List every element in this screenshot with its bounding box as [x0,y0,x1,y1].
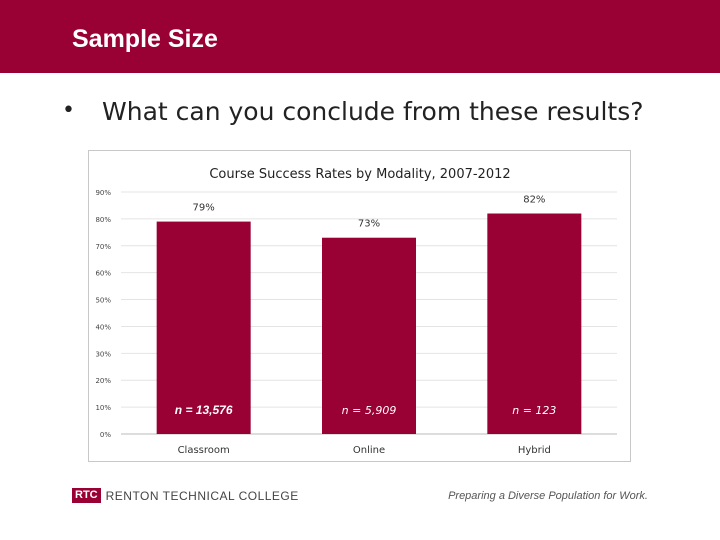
rtc-logo-badge: RTC [72,488,101,503]
question-text: What can you conclude from these results… [102,97,644,126]
footer-tagline: Preparing a Diverse Population for Work. [448,490,648,502]
y-tick-label: 0% [100,431,111,439]
sample-size-label: n = 123 [512,404,556,417]
data-label: 82% [523,195,545,206]
y-tick-label: 10% [95,404,111,412]
y-tick-label: 20% [95,377,111,385]
bar-hybrid [487,213,582,434]
footer-logo: RTC RENTON TECHNICAL COLLEGE [72,488,299,503]
header-bar [0,0,720,73]
y-tick-label: 30% [95,350,111,358]
bar-classroom [156,221,251,434]
x-tick-label: Online [353,445,385,456]
x-tick-label: Hybrid [518,445,551,456]
data-label: 73% [358,219,380,230]
y-tick-label: 70% [95,243,111,251]
college-name: RENTON TECHNICAL COLLEGE [105,488,299,503]
x-tick-label: Classroom [178,445,230,456]
sample-size-label: n = 13,576 [175,403,233,417]
slide-title: Sample Size [72,25,218,53]
y-tick-label: 80% [95,216,111,224]
sample-size-label: n = 5,909 [342,404,397,417]
chart-title: Course Success Rates by Modality, 2007-2… [209,167,510,182]
chart-frame: Course Success Rates by Modality, 2007-2… [88,150,631,462]
data-label: 79% [193,203,215,214]
bullet-icon: • [62,98,75,123]
bar-online [322,237,416,434]
y-tick-label: 50% [95,297,111,305]
y-tick-label: 60% [95,270,111,278]
y-tick-label: 40% [95,323,111,331]
y-tick-label: 90% [95,189,111,197]
chart: Course Success Rates by Modality, 2007-2… [95,167,617,456]
